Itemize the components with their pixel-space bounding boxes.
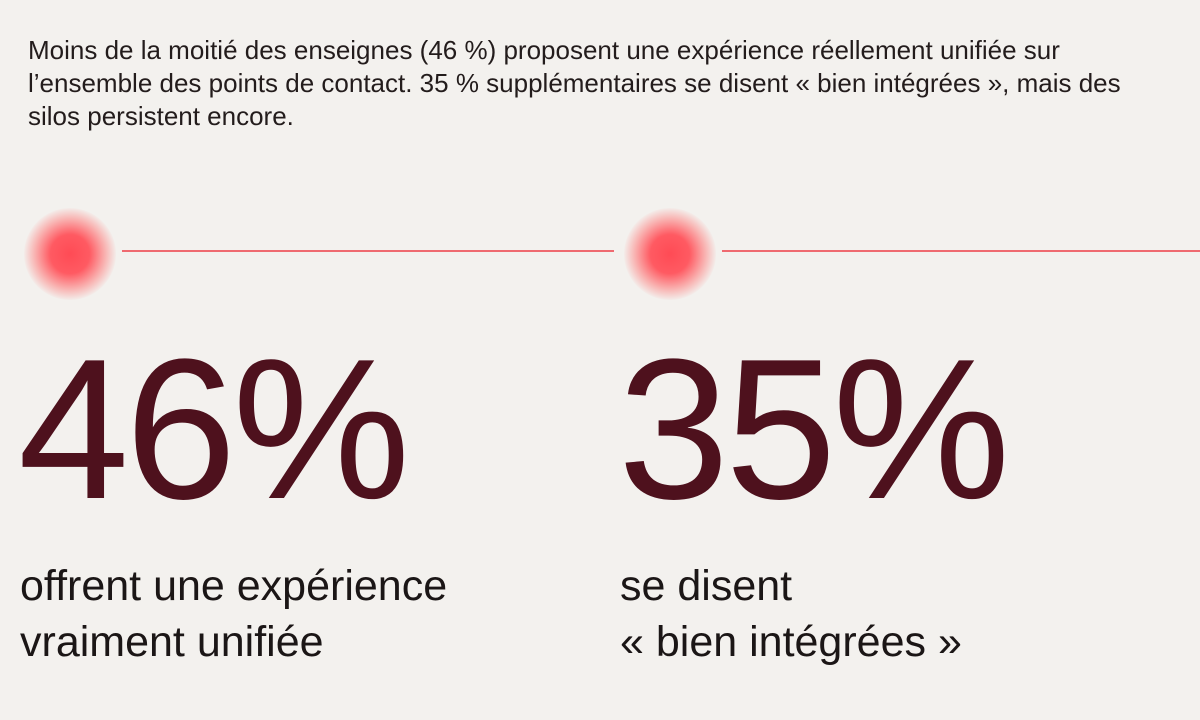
stat-caption-line-1: offrent une expérience (20, 562, 448, 610)
glow-dot-icon (624, 208, 716, 300)
stat-caption-line-2: vraiment unifiée (20, 618, 324, 666)
divider-line (722, 250, 1200, 252)
stat-block-46: 46% offrent une expérience vraiment unif… (18, 200, 614, 700)
divider-line (122, 250, 614, 252)
stat-caption: offrent une expérience vraiment unifiée (20, 558, 447, 670)
intro-paragraph: Moins de la moitié des enseignes (46 %) … (28, 35, 1121, 131)
stat-value: 35% (618, 318, 1010, 541)
stat-caption-line-1: se disent (620, 562, 793, 610)
stat-value: 46% (18, 318, 410, 541)
stat-block-35: 35% se disent « bien intégrées » (618, 200, 1200, 700)
stat-caption: se disent « bien intégrées » (620, 558, 962, 670)
glow-dot-icon (24, 208, 116, 300)
stat-caption-line-2: « bien intégrées » (620, 618, 962, 666)
